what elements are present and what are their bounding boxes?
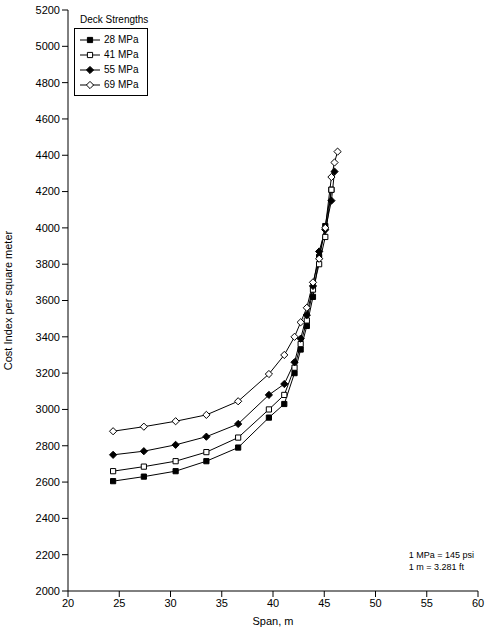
svg-text:3200: 3200 bbox=[36, 367, 60, 379]
svg-text:Span, m: Span, m bbox=[253, 615, 294, 627]
svg-text:60: 60 bbox=[472, 597, 484, 609]
svg-text:3600: 3600 bbox=[36, 294, 60, 306]
svg-text:50: 50 bbox=[369, 597, 381, 609]
svg-text:5000: 5000 bbox=[36, 40, 60, 52]
svg-text:25: 25 bbox=[113, 597, 125, 609]
svg-text:3000: 3000 bbox=[36, 403, 60, 415]
html-text:Deck Strengths: Deck Strengths bbox=[80, 14, 149, 25]
svg-text:2000: 2000 bbox=[36, 585, 60, 597]
svg-text:55: 55 bbox=[421, 597, 433, 609]
html-text:41 MPa: 41 MPa bbox=[104, 49, 139, 60]
svg-text:2400: 2400 bbox=[36, 512, 60, 524]
svg-text:4200: 4200 bbox=[36, 185, 60, 197]
svg-text:45: 45 bbox=[318, 597, 330, 609]
svg-text:4800: 4800 bbox=[36, 77, 60, 89]
svg-text:2800: 2800 bbox=[36, 440, 60, 452]
svg-text:30: 30 bbox=[164, 597, 176, 609]
svg-text:2200: 2200 bbox=[36, 549, 60, 561]
svg-text:3400: 3400 bbox=[36, 331, 60, 343]
html-text:1 MPa = 145 psi: 1 MPa = 145 psi bbox=[408, 550, 474, 560]
svg-text:20: 20 bbox=[62, 597, 74, 609]
html-text:28 MPa: 28 MPa bbox=[104, 34, 139, 45]
svg-text:Cost Index per square meter: Cost Index per square meter bbox=[8, 230, 14, 370]
svg-text:5200: 5200 bbox=[36, 4, 60, 16]
svg-text:3800: 3800 bbox=[36, 258, 60, 270]
svg-text:4400: 4400 bbox=[36, 149, 60, 161]
svg-text:40: 40 bbox=[267, 597, 279, 609]
html-text:55 MPa: 55 MPa bbox=[104, 64, 139, 75]
html-text:69 MPa: 69 MPa bbox=[104, 79, 139, 90]
svg-text:4000: 4000 bbox=[36, 222, 60, 234]
svg-text:4600: 4600 bbox=[36, 113, 60, 125]
svg-text:35: 35 bbox=[216, 597, 228, 609]
html-text:1 m = 3.281 ft: 1 m = 3.281 ft bbox=[408, 562, 464, 572]
svg-text:2600: 2600 bbox=[36, 476, 60, 488]
